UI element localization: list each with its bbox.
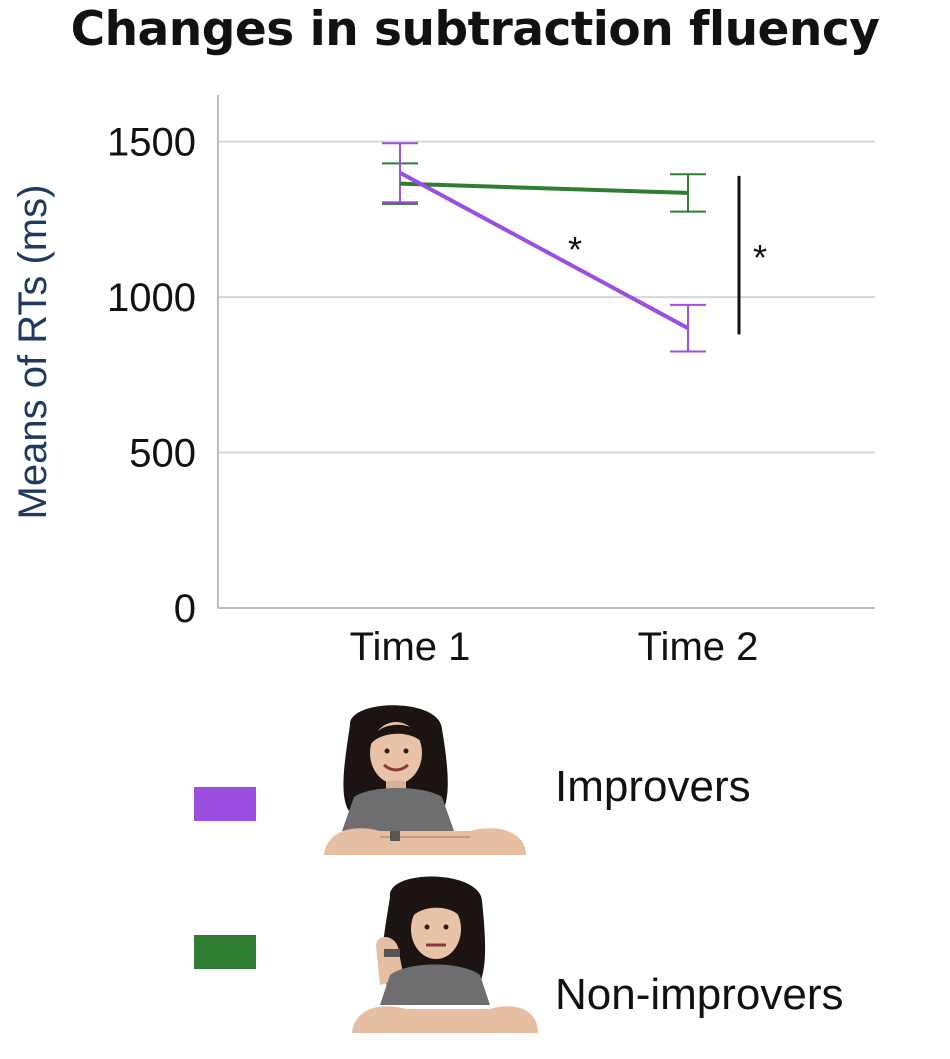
significance-star: * <box>753 237 767 278</box>
smiling-person-icon <box>320 705 530 862</box>
y-axis-label: Means of RTs (ms) <box>11 185 55 520</box>
chart-plot: 0 500 1000 1500 Time 1 Time 2 * * Means of RTs… <box>11 95 875 669</box>
series-line-improvers <box>399 170 689 330</box>
bored-person-icon <box>350 875 540 1040</box>
chart-title: Changes in subtraction fluency <box>70 2 880 57</box>
x-tick-label: Time 1 <box>350 625 471 669</box>
y-tick-label: 500 <box>129 432 196 476</box>
legend-swatch-improvers <box>194 787 256 821</box>
series-line-non-improvers <box>399 181 689 195</box>
significance-star: * <box>568 229 582 270</box>
legend-swatch-non-improvers <box>194 935 256 969</box>
x-tick-label: Time 2 <box>638 625 759 669</box>
y-tick-label: 0 <box>174 587 196 631</box>
legend-label-improvers: Improvers <box>555 762 751 811</box>
legend-label-non-improvers: Non-improvers <box>555 970 844 1019</box>
y-tick-label: 1500 <box>107 121 196 165</box>
y-tick-label: 1000 <box>107 276 196 320</box>
